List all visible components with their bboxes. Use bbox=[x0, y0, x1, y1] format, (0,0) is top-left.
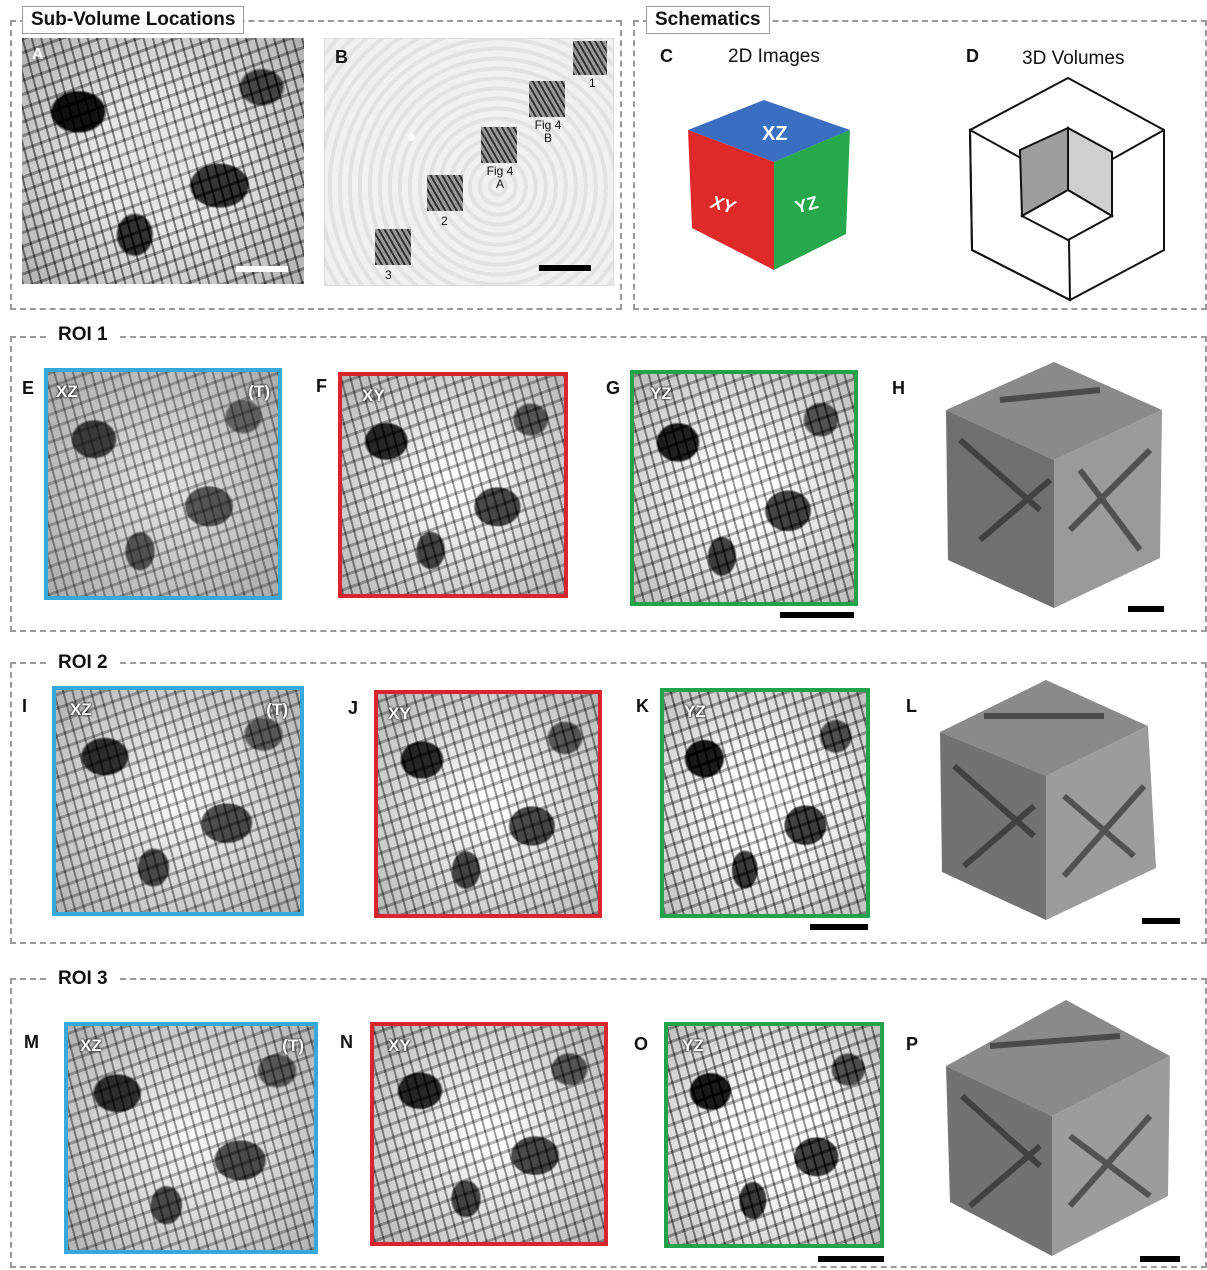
cube-face-yz bbox=[774, 130, 850, 270]
subvolume-title: Sub-Volume Locations bbox=[22, 6, 245, 34]
inset-fig4a bbox=[481, 127, 517, 163]
panel-c-title: 2D Images bbox=[728, 46, 820, 67]
panel-b-label: B bbox=[335, 47, 348, 67]
panel-a-label: A bbox=[32, 46, 44, 63]
panel-e-label: E bbox=[22, 378, 35, 398]
tangential-label: (T) bbox=[282, 1036, 304, 1055]
panel-f-xy-image: XY bbox=[338, 372, 568, 598]
panel-p-3d-cube bbox=[946, 1000, 1170, 1256]
xy-label: XY bbox=[362, 386, 385, 405]
roi2-section bbox=[10, 662, 1207, 944]
inset-label-1: 1 bbox=[589, 76, 596, 90]
face-label-xz: XZ bbox=[762, 123, 788, 145]
xy-label: XY bbox=[388, 704, 411, 723]
2d-images-cube-diagram: XZ XY YZ bbox=[688, 100, 850, 270]
inset-roi-2 bbox=[427, 175, 463, 211]
panel-i-xz-image: XZ (T) bbox=[52, 686, 304, 916]
inset-fig4b bbox=[529, 81, 565, 117]
panel-p-label: P bbox=[906, 1034, 919, 1054]
panel-m-xz-image: XZ (T) bbox=[64, 1022, 318, 1254]
panel-n-xy-image: XY bbox=[370, 1022, 608, 1246]
scale-bar bbox=[1140, 1256, 1180, 1262]
inset-label-3: 3 bbox=[385, 268, 392, 282]
roi3-title: ROI 3 bbox=[50, 966, 116, 992]
xz-label: XZ bbox=[80, 1036, 102, 1055]
scale-bar bbox=[236, 266, 288, 272]
cube-face-xy bbox=[688, 130, 774, 270]
panel-a-image: A bbox=[22, 38, 304, 284]
panel-e-xz-image: XZ (T) bbox=[44, 368, 282, 600]
panel-o-label: O bbox=[634, 1034, 649, 1054]
scale-bar bbox=[1142, 918, 1180, 924]
schematics-section bbox=[633, 20, 1207, 310]
scale-bar bbox=[780, 612, 854, 618]
panel-h-label: H bbox=[892, 378, 905, 398]
yz-label: YZ bbox=[684, 702, 706, 721]
roi1-title: ROI 1 bbox=[50, 322, 116, 348]
panel-d-title: 3D Volumes bbox=[1022, 48, 1125, 69]
panel-n-label: N bbox=[340, 1032, 353, 1052]
panel-l-label: L bbox=[906, 696, 917, 716]
tangential-label: (T) bbox=[266, 700, 288, 719]
schematics-title: Schematics bbox=[646, 6, 770, 34]
roi2-title: ROI 2 bbox=[50, 650, 116, 676]
panel-j-xy-image: XY bbox=[374, 690, 602, 918]
xy-label: XY bbox=[388, 1036, 411, 1055]
scale-bar bbox=[1128, 606, 1164, 612]
panel-c-label: C bbox=[660, 46, 673, 66]
panel-b-image: B 1 Fig 4 B Fig 4 A 2 3 bbox=[324, 38, 614, 286]
scale-bar bbox=[810, 924, 868, 930]
panel-i-label: I bbox=[22, 696, 28, 716]
inset-label-2: 2 bbox=[441, 214, 448, 228]
roi3-section bbox=[10, 978, 1207, 1268]
xz-label: XZ bbox=[56, 382, 78, 401]
panel-h-3d-cube bbox=[946, 362, 1162, 608]
panel-j-label: J bbox=[348, 698, 359, 718]
yz-label: YZ bbox=[650, 384, 672, 403]
panel-l-3d-cube bbox=[940, 680, 1156, 920]
panel-g-label: G bbox=[606, 378, 621, 398]
panel-g-yz-image: YZ bbox=[630, 370, 858, 606]
roi1-section bbox=[10, 336, 1207, 632]
xz-label: XZ bbox=[70, 700, 92, 719]
inset-label-fig4a: Fig 4 A bbox=[486, 164, 514, 191]
panel-m-label: M bbox=[24, 1032, 39, 1052]
tangential-label: (T) bbox=[248, 382, 270, 401]
panel-k-yz-image: YZ bbox=[660, 688, 870, 918]
panel-d-label: D bbox=[966, 46, 979, 66]
inset-roi-3 bbox=[375, 229, 411, 265]
inset-label-fig4b: Fig 4 B bbox=[534, 118, 562, 145]
scale-bar bbox=[818, 1256, 884, 1262]
panel-k-label: K bbox=[636, 696, 649, 716]
cube-face-xz bbox=[688, 100, 850, 162]
panel-f-label: F bbox=[316, 376, 327, 396]
yz-label: YZ bbox=[682, 1036, 704, 1055]
3d-volumes-cube-diagram bbox=[968, 76, 1165, 302]
scale-bar bbox=[539, 265, 591, 271]
subvolume-section bbox=[10, 20, 622, 310]
inset-roi-1 bbox=[573, 41, 607, 75]
panel-o-yz-image: YZ bbox=[664, 1022, 884, 1248]
